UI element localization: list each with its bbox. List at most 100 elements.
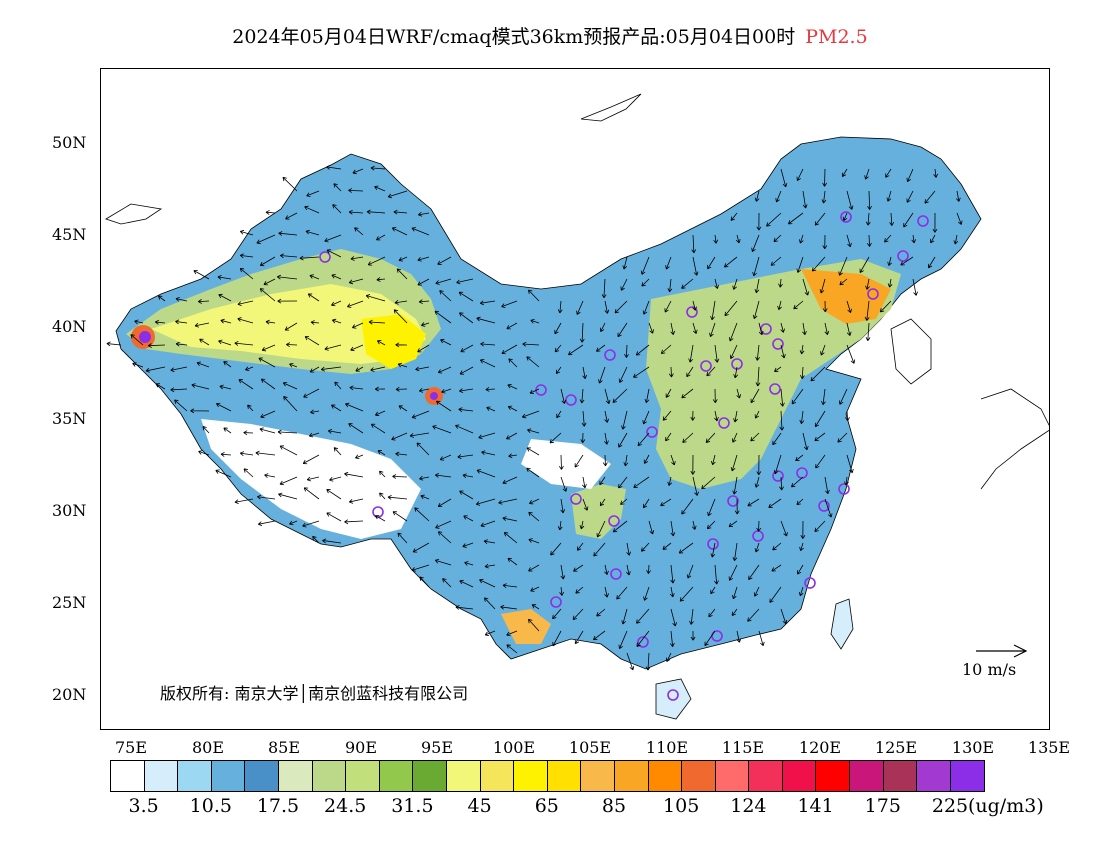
colorbar-swatch [749,761,783,791]
wind-arrow [284,322,298,331]
wind-arrow [132,362,144,368]
wind-arrow [484,630,496,636]
wind-arrow [664,300,672,313]
wind-arrow [526,356,540,368]
lat-label-20n: 20N [52,685,87,704]
map-panel [100,68,1050,730]
wind-arrow [198,450,210,456]
wind-arrow [322,538,342,544]
wind-arrow [485,386,496,392]
wind-arrow [456,278,474,285]
wind-arrow [350,344,364,352]
wind-arrow [439,290,452,302]
wind-arrow [775,190,782,203]
wind-arrow [754,476,760,488]
wind-arrow [795,454,804,462]
wind-arrow [575,586,584,594]
wind-arrow [393,209,408,215]
colorbar-swatch [245,761,279,791]
wind-arrow [501,300,518,308]
wind-arrow [865,212,871,226]
wind-arrow [508,358,518,368]
wind-arrow [261,344,276,352]
wind-arrow [668,366,674,378]
wind-arrow [435,520,452,529]
wind-arrow [626,652,635,671]
wind-arrow [822,168,828,187]
wind-arrow [598,366,606,384]
wind-arrow [622,256,628,270]
wind-arrow [560,564,566,580]
wind-arrow [486,406,496,412]
wind-arrow [576,300,584,315]
colorbar-swatch [816,761,851,791]
wind-arrow [459,388,474,394]
wind-arrow [331,274,342,280]
wind-arrow [635,344,650,356]
colorbar-label: 65 [534,795,559,817]
wind-arrow [508,453,518,459]
wind-arrow [802,322,807,336]
wind-arrow [604,432,609,445]
wind-arrow [391,432,408,441]
wind-arrow [633,366,650,378]
wind-arrow [900,256,914,266]
wind-arrow [309,366,320,373]
wind-arrow [582,366,587,379]
wind-arrow [666,652,672,662]
wind-arrow [554,344,562,353]
wind-arrow [841,168,848,177]
wind-arrow [708,608,716,618]
wind-arrow [218,293,232,302]
wind-arrow [692,300,697,311]
wind-arrow [440,338,452,346]
wind-arrow [667,476,673,486]
wind-arrow [707,498,716,517]
wind-arrow [859,256,870,273]
wind-arrow [370,366,386,372]
wind-arrow [796,256,804,273]
wind-arrow [670,564,676,584]
wind-arrow [889,212,895,226]
wind-arrow [239,229,254,236]
wind-arrow [326,512,342,522]
lon-label-90e: 90E [344,738,378,757]
colorbar-unit: (ug/m3) [968,795,1044,817]
wind-arrow [333,447,342,456]
wind-arrow [844,476,849,486]
colorbar-label: 3.5 [128,795,159,817]
wind-arrow [529,498,540,505]
wind-arrow [421,322,430,327]
wind-arrow [155,383,166,390]
wind-arrow [621,410,628,430]
wind-arrow [756,454,762,476]
wind-arrow [930,234,936,244]
wind-arrow [464,561,474,566]
wind-arrow [557,300,563,314]
colorbar-label: 175 [864,795,901,817]
wind-arrow [774,366,782,373]
wind-arrow [199,338,210,346]
wind-arrow [259,427,276,434]
lon-label-75e: 75E [114,738,148,757]
wind-arrow [802,190,808,209]
wind-arrow [690,630,696,641]
wind-arrow [282,176,298,192]
wind-arrow [502,516,518,522]
wind-arrow [604,586,609,598]
wind-arrow [276,274,298,280]
lon-label-120e: 120E [798,738,842,757]
wind-arrow [237,300,254,307]
wind-arrow [157,295,166,302]
wind-arrow [455,424,474,434]
wind-arrow [754,542,760,553]
wind-arrow [220,452,232,457]
wind-arrow [644,388,650,404]
wind-arrow [376,234,386,241]
wind-arrow [660,498,672,507]
wind-arrow [681,278,694,289]
wind-arrow [193,269,210,280]
wind-arrow [704,630,716,646]
wind-arrow [395,451,408,457]
wind-arrow [302,454,320,465]
